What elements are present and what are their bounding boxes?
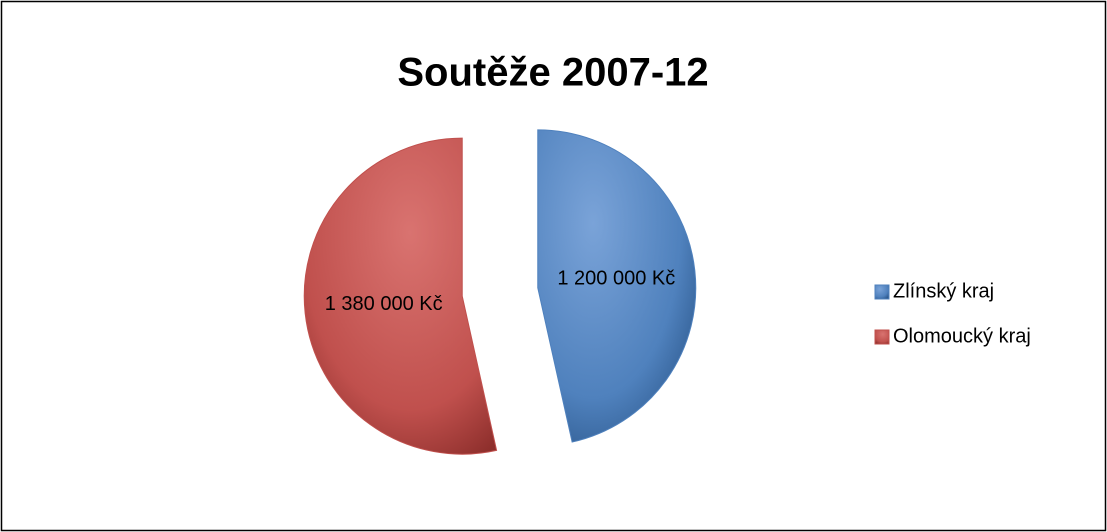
data-label: 1 380 000 Kč bbox=[325, 293, 443, 315]
legend-label: Zlínský kraj bbox=[893, 280, 994, 302]
data-label: 1 200 000 Kč bbox=[557, 267, 675, 289]
pie-slice bbox=[303, 137, 498, 455]
legend-label: Olomoucký kraj bbox=[893, 325, 1031, 347]
chart-title: Soutěže 2007-12 bbox=[397, 51, 708, 95]
legend-swatch bbox=[874, 284, 890, 300]
legend-swatch bbox=[874, 329, 890, 345]
pie-slice bbox=[537, 129, 697, 443]
